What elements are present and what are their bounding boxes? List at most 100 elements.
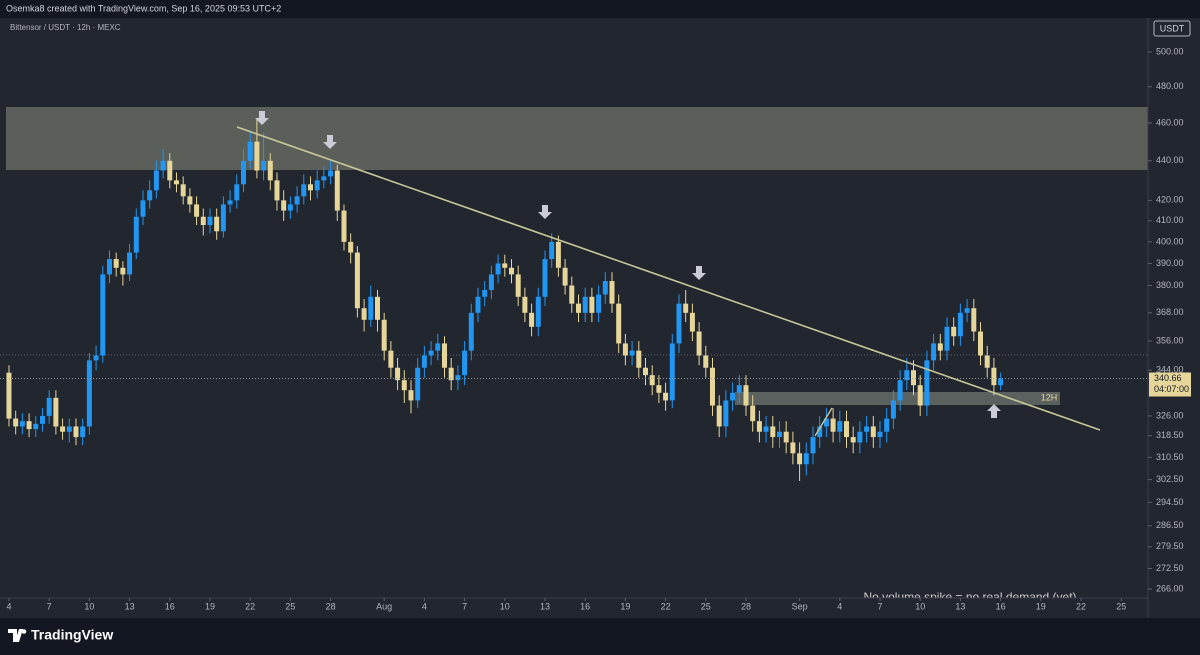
candle-body <box>797 453 803 465</box>
candle-body <box>723 400 729 427</box>
y-tick-label: 380.00 <box>1156 280 1184 290</box>
candle-body <box>227 200 233 205</box>
candle-body <box>106 259 112 275</box>
candle-body <box>421 355 427 368</box>
candle-body <box>529 312 535 327</box>
x-tick-label: 13 <box>125 601 135 611</box>
candle-body <box>971 308 977 332</box>
candle-body <box>482 290 488 297</box>
candle-body <box>663 392 669 401</box>
candle-body <box>984 355 990 368</box>
candle-body <box>294 196 300 205</box>
y-tick-label: 356.00 <box>1156 335 1184 345</box>
candle-body <box>214 216 220 232</box>
candle-body <box>904 370 910 381</box>
candle-body <box>462 350 468 376</box>
x-tick-label: 16 <box>165 601 175 611</box>
candle-body <box>656 385 662 393</box>
candle-body <box>368 296 374 320</box>
candle-body <box>790 442 796 454</box>
candle-body <box>730 392 736 401</box>
candle-body <box>234 184 240 201</box>
candle-body <box>502 263 508 268</box>
candle-body <box>495 263 501 275</box>
candle-body <box>80 426 86 438</box>
candle-body <box>991 367 997 386</box>
trendline <box>236 126 1101 431</box>
x-tick-label: 16 <box>580 601 590 611</box>
candle-body <box>736 385 742 393</box>
x-tick-label: 10 <box>500 601 510 611</box>
x-tick-label: 13 <box>540 601 550 611</box>
x-tick-label: Sep <box>792 601 808 611</box>
candle-body <box>616 303 622 344</box>
candle-body <box>348 241 354 253</box>
logo-mark <box>8 629 23 642</box>
candle-body <box>26 421 32 430</box>
candle-body <box>515 274 521 297</box>
candle-body <box>93 355 99 361</box>
candle-body <box>354 252 360 309</box>
candle-body <box>240 160 246 185</box>
attribution: Osemka8 created with TradingView.com, Se… <box>6 3 281 13</box>
x-tick-label: 19 <box>1036 601 1046 611</box>
candle-body <box>254 141 260 171</box>
y-tick-label: 286.50 <box>1156 520 1184 530</box>
candle-body <box>776 431 782 438</box>
resistance-zone <box>6 107 1148 170</box>
candle-body <box>917 385 923 406</box>
candle-body <box>267 160 273 181</box>
candle-body <box>173 180 179 185</box>
candle-body <box>86 360 92 427</box>
candle-body <box>388 350 394 368</box>
candle-body <box>830 418 836 432</box>
candle-body <box>837 421 843 432</box>
candle-body <box>408 390 414 401</box>
brand: TradingView <box>31 627 113 643</box>
down-arrow <box>692 266 706 280</box>
candle-body <box>850 437 856 443</box>
candle-body <box>703 355 709 368</box>
candle-body <box>53 397 59 427</box>
currency-box[interactable] <box>1153 20 1191 37</box>
axes: 500.00 480.00 460.00 440.00 420.00 410.00 400.… <box>6 46 1191 611</box>
support-zone <box>735 392 1060 405</box>
x-tick-label: 10 <box>84 601 94 611</box>
candle-body <box>582 296 588 313</box>
y-tick-label: 310.50 <box>1156 452 1184 462</box>
x-tick-label: 4 <box>837 601 842 611</box>
candle-body <box>321 176 327 181</box>
candle-body <box>676 303 682 344</box>
candle-body <box>200 216 206 226</box>
candle-body <box>160 160 166 171</box>
x-tick-label: 28 <box>326 601 336 611</box>
price-axis <box>1148 18 1200 618</box>
candle-body <box>944 326 950 351</box>
candle-body <box>642 367 648 376</box>
small-trendline <box>814 407 833 437</box>
candle-body <box>957 312 963 337</box>
candle-body <box>937 343 943 351</box>
candle-body <box>6 372 12 419</box>
candle-body <box>951 326 957 337</box>
up-arrow <box>987 404 1001 418</box>
candle-body <box>877 431 883 438</box>
candle-body <box>864 426 870 432</box>
x-tick-label: 7 <box>462 601 467 611</box>
header-bar <box>0 0 1200 18</box>
candle-body <box>328 170 334 177</box>
candle-body <box>629 350 635 356</box>
plot-area <box>0 107 1148 481</box>
candle-body <box>441 343 447 368</box>
candle-body <box>33 423 39 430</box>
currency[interactable]: USDT <box>1160 23 1185 33</box>
arrows <box>255 111 1001 418</box>
candle-body <box>334 170 340 211</box>
candle-body <box>468 312 474 351</box>
y-tick-label: 400.00 <box>1156 236 1184 246</box>
candle-body <box>589 296 595 313</box>
down-arrow <box>255 111 269 125</box>
candle-body <box>187 196 193 205</box>
candle-body <box>803 453 809 465</box>
